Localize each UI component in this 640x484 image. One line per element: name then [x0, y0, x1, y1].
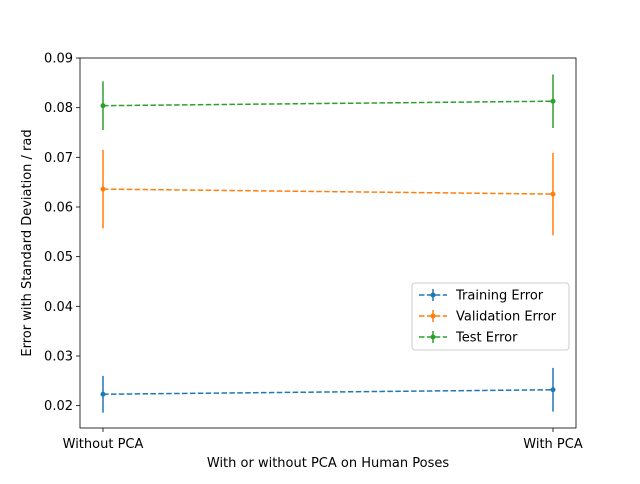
series-line — [102, 188, 554, 195]
y-tick-label: 0.02 — [44, 399, 73, 414]
y-axis: 0.02 0.03 0.04 0.05 0.06 0.07 0.08 0.09 — [44, 52, 80, 414]
legend-entry: Training Error — [419, 289, 544, 304]
legend-swatch-marker — [430, 313, 436, 319]
y-tick-label: 0.08 — [44, 101, 73, 116]
legend-label: Training Error — [455, 289, 544, 304]
legend-box — [411, 282, 570, 351]
y-tick-label: 0.04 — [44, 300, 73, 315]
data-point — [100, 391, 106, 397]
series-line — [102, 100, 554, 107]
legend-swatch-marker — [430, 292, 436, 298]
x-axis-label: With or without PCA on Human Poses — [207, 456, 449, 471]
x-tick-label: Without PCA — [63, 437, 144, 452]
y-tick-label: 0.05 — [44, 250, 73, 265]
legend-swatch-marker — [430, 334, 436, 340]
data-point — [550, 387, 556, 393]
y-axis-label: Error with Standard Deviation / rad — [20, 129, 35, 356]
plot-area — [80, 58, 576, 428]
series-layer — [100, 74, 556, 413]
y-tick-label: 0.03 — [44, 349, 73, 364]
series-test-error — [100, 74, 556, 131]
series-validation-error — [100, 149, 556, 236]
legend: Training Error Validation Error Test Error — [411, 282, 570, 351]
series-training-error — [100, 367, 556, 413]
legend-entry: Validation Error — [419, 310, 557, 325]
plot-frame — [79, 57, 577, 429]
x-axis: Without PCA With PCA — [63, 428, 583, 452]
data-point — [550, 98, 556, 104]
y-tick-label: 0.07 — [44, 151, 73, 166]
x-tick-label: With PCA — [523, 437, 583, 452]
data-point — [100, 186, 106, 192]
legend-label: Test Error — [455, 331, 518, 346]
legend-entry: Test Error — [419, 331, 518, 346]
series-line — [102, 389, 554, 395]
data-point — [100, 103, 106, 109]
y-tick-label: 0.09 — [44, 52, 73, 67]
y-tick-label: 0.06 — [44, 200, 73, 215]
data-point — [550, 191, 556, 197]
legend-label: Validation Error — [456, 310, 557, 325]
